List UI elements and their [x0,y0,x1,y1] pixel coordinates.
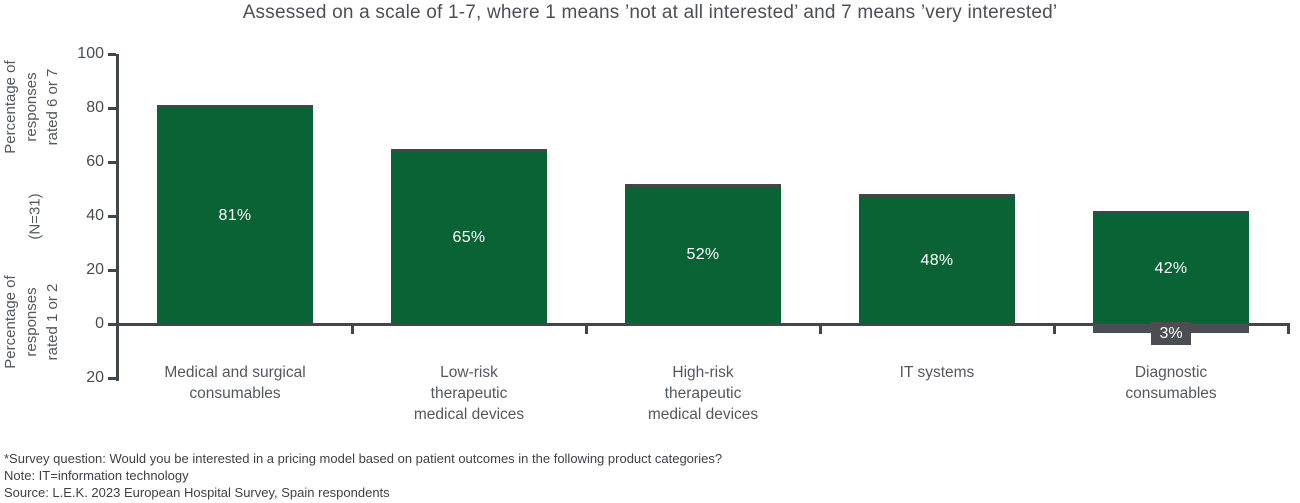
bar-2: 65% [391,148,547,324]
y-axis-tick [108,268,116,272]
category-label-3: High-risk therapeutic medical devices [647,364,759,423]
y-axis-tick [108,322,116,326]
y-axis-tick [108,160,116,164]
y-axis-label-sample-size: (N=31) [26,193,44,240]
y-tick-label: 60 [86,153,104,170]
x-axis-tick [818,325,822,334]
y-tick-label: 100 [77,45,104,62]
y-axis-tick [108,52,116,56]
footnote-note: Note: IT=information technology [4,468,189,483]
negative-bar-value-badge: 3% [1151,322,1191,345]
y-tick-label: 20 [86,369,104,386]
category-label-5: Diagnostic consumables [1125,364,1217,402]
y-tick-label: 40 [86,207,104,224]
category-label-1: Medical and surgical consumables [164,364,306,402]
x-axis-tick [350,325,354,334]
category-label-2: Low-risk therapeutic medical devices [413,364,525,423]
x-axis-line [116,322,1290,326]
y-tick-label: 20 [86,261,104,278]
bar-4: 48% [859,194,1015,324]
y-tick-label: 80 [86,99,104,116]
y-tick-label: 0 [95,315,104,332]
category-label-4: IT systems [899,364,975,381]
x-axis-tick [1052,325,1056,334]
bar-value-label: 65% [452,228,486,246]
y-axis-tick [108,214,116,218]
bar-1: 81% [157,105,313,324]
chart-title: Assessed on a scale of 1-7, where 1 mean… [242,2,1058,23]
bar-3: 52% [625,183,781,324]
y-axis-label-rated-6-or-7: Percentage of responses rated 6 or 7 [2,60,61,154]
bar-value-label: 81% [218,207,252,225]
bar-value-label: 48% [920,251,954,269]
footnote-source: Source: L.E.K. 2023 European Hospital Su… [4,485,390,500]
footnotes: *Survey question: Would you be intereste… [4,450,722,501]
footnote-survey-question: *Survey question: Would you be intereste… [4,451,723,466]
y-axis-tick [108,376,116,380]
y-axis-tick [108,106,116,110]
x-axis-tick [584,325,588,334]
y-axis-line [116,54,119,381]
bar-value-label: 52% [686,246,720,264]
y-axis-label-rated-1-or-2: Percentage of responses rated 1 or 2 [2,275,61,369]
x-axis-tick [1286,325,1290,334]
bar-5: 42% [1093,210,1249,324]
bar-value-label: 42% [1154,259,1188,277]
